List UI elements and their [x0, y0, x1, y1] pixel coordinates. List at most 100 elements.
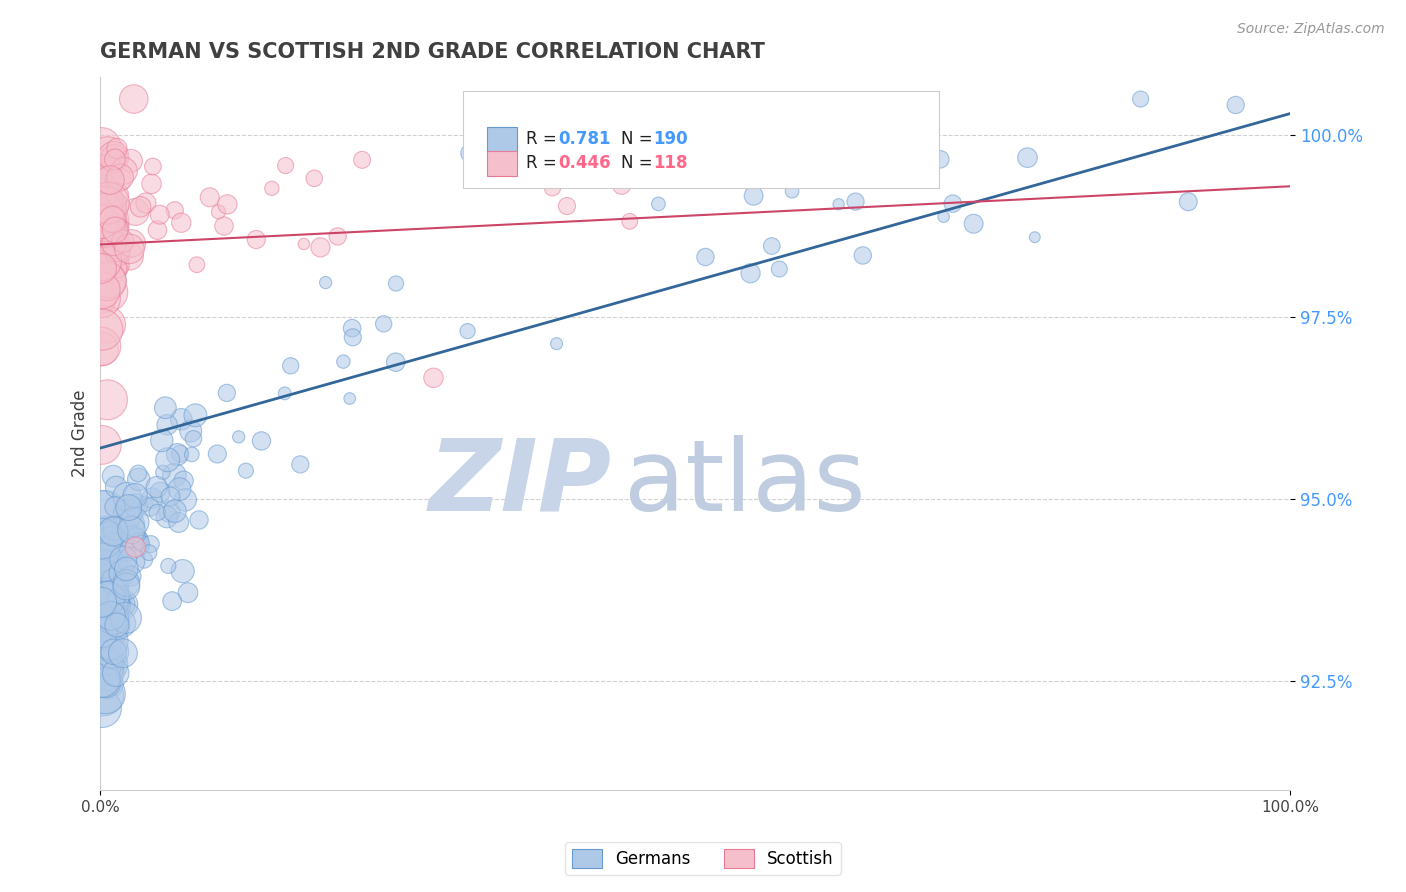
Point	[104, 531, 127, 545]
Point	[90, 292, 112, 306]
Point	[110, 170, 132, 185]
Point	[163, 468, 186, 483]
Point	[96, 149, 118, 163]
Point	[108, 198, 131, 212]
Point	[96, 219, 118, 233]
Point	[93, 641, 115, 656]
Point	[90, 625, 112, 640]
Point	[105, 258, 128, 272]
Point	[98, 533, 121, 547]
Point	[124, 541, 146, 555]
Point	[91, 212, 114, 227]
Point	[93, 531, 115, 545]
Point	[94, 184, 117, 198]
Point	[96, 392, 118, 407]
Point	[94, 204, 117, 219]
Point	[509, 166, 531, 180]
Point	[103, 645, 125, 659]
Point	[384, 355, 406, 369]
Point	[942, 196, 965, 211]
Point	[90, 612, 112, 626]
Point	[96, 595, 118, 609]
Point	[98, 239, 121, 253]
Text: 0.781: 0.781	[558, 130, 612, 148]
Point	[96, 554, 118, 568]
Point	[90, 140, 112, 154]
Point	[157, 505, 180, 519]
Point	[1129, 92, 1152, 106]
Point	[124, 489, 146, 503]
Point	[768, 262, 790, 277]
Point	[170, 216, 193, 230]
Point	[100, 222, 122, 236]
Point	[422, 371, 444, 385]
Point	[90, 163, 112, 178]
Point	[94, 675, 117, 690]
Point	[90, 261, 112, 276]
Point	[111, 598, 134, 612]
Point	[103, 557, 125, 571]
Point	[695, 250, 717, 264]
Point	[93, 211, 115, 226]
Point	[114, 527, 136, 541]
Point	[94, 603, 117, 617]
Point	[932, 210, 955, 224]
Point	[125, 533, 148, 547]
Point	[503, 155, 526, 169]
Point	[98, 634, 121, 648]
Point	[339, 392, 361, 406]
Point	[326, 229, 349, 244]
Point	[96, 558, 118, 573]
Point	[91, 251, 114, 265]
Point	[93, 224, 115, 238]
Point	[91, 547, 114, 561]
Point	[105, 480, 128, 494]
Point	[115, 490, 138, 504]
Point	[212, 219, 235, 233]
Point	[90, 621, 112, 635]
Point	[385, 277, 408, 291]
Point	[101, 614, 124, 628]
Point	[546, 336, 568, 351]
Point	[228, 430, 250, 444]
Point	[207, 204, 229, 219]
Point	[184, 409, 207, 423]
Point	[555, 199, 578, 213]
Point	[93, 208, 115, 222]
Point	[97, 591, 120, 606]
Point	[100, 608, 122, 623]
Text: 118: 118	[654, 153, 688, 172]
Point	[90, 194, 112, 209]
Point	[105, 241, 128, 255]
Point	[827, 197, 849, 211]
Point	[97, 285, 120, 300]
Point	[780, 184, 803, 198]
Point	[120, 569, 142, 583]
Point	[149, 485, 172, 500]
Point	[97, 214, 120, 228]
Point	[128, 472, 150, 486]
Point	[962, 217, 984, 231]
Point	[91, 175, 114, 189]
Point	[90, 541, 112, 556]
Point	[98, 591, 121, 606]
Point	[93, 605, 115, 619]
Point	[332, 354, 354, 368]
Point	[159, 490, 181, 504]
Point	[124, 515, 146, 529]
Point	[146, 505, 169, 519]
Point	[157, 558, 180, 573]
Point	[104, 521, 127, 535]
Point	[96, 318, 118, 332]
Point	[156, 510, 179, 524]
Point	[100, 626, 122, 640]
Text: 0.446: 0.446	[558, 153, 612, 172]
Point	[98, 236, 121, 251]
Point	[619, 214, 641, 228]
Point	[122, 92, 145, 106]
Point	[104, 666, 127, 681]
Point	[1017, 151, 1039, 165]
Point	[94, 658, 117, 673]
Point	[134, 497, 156, 511]
Point	[91, 165, 114, 179]
